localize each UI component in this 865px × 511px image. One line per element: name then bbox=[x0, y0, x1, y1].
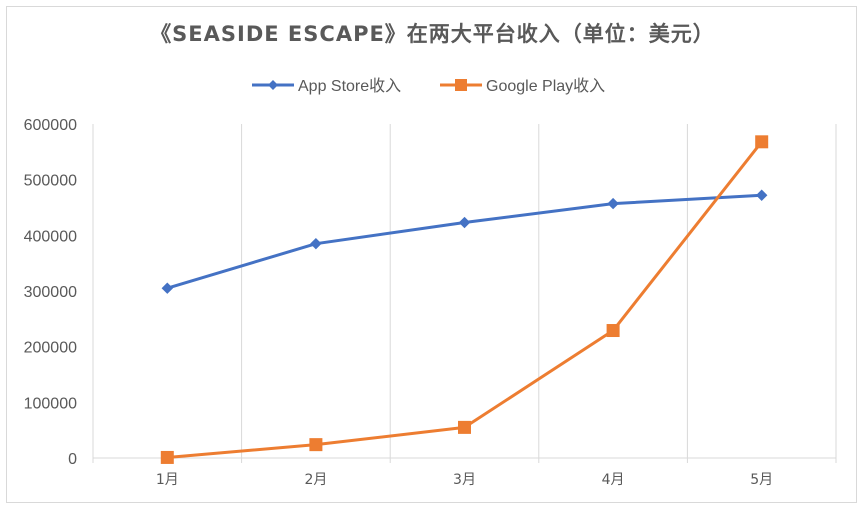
chart-title: 《SEASIDE ESCAPE》在两大平台收入（单位：美元） bbox=[150, 22, 715, 46]
y-tick-label: 0 bbox=[68, 451, 77, 468]
data-point-square bbox=[458, 420, 471, 434]
y-tick-label: 500000 bbox=[24, 173, 77, 190]
y-tick-label: 300000 bbox=[24, 284, 77, 301]
legend-label: App Store收入 bbox=[298, 77, 401, 95]
data-point-diamond bbox=[607, 197, 619, 210]
data-point-square bbox=[755, 135, 769, 149]
series-line-2 bbox=[165, 140, 764, 459]
x-tick-label: 1月 bbox=[156, 472, 179, 488]
data-point-square bbox=[606, 324, 620, 338]
y-tick-label: 400000 bbox=[24, 228, 77, 245]
data-point-diamond bbox=[161, 282, 174, 294]
legend-label: Google Play收入 bbox=[486, 77, 605, 95]
legend-marker-diamond bbox=[268, 80, 278, 90]
y-tick-label: 200000 bbox=[24, 340, 77, 357]
legend-marker-square bbox=[455, 79, 467, 91]
data-point-square bbox=[160, 450, 174, 464]
series-line-1 bbox=[165, 193, 764, 290]
x-tick-label: 2月 bbox=[304, 472, 327, 488]
y-tick-label: 600000 bbox=[24, 117, 77, 134]
data-point-square bbox=[309, 438, 323, 452]
x-tick-label: 3月 bbox=[453, 472, 476, 488]
data-point-diamond bbox=[310, 237, 322, 250]
data-point-diamond bbox=[458, 216, 471, 229]
x-tick-label: 4月 bbox=[602, 472, 625, 488]
y-tick-label: 100000 bbox=[24, 395, 77, 412]
chart-frame bbox=[6, 6, 857, 503]
x-tick-label: 5月 bbox=[750, 472, 773, 488]
data-point-diamond bbox=[755, 189, 768, 201]
